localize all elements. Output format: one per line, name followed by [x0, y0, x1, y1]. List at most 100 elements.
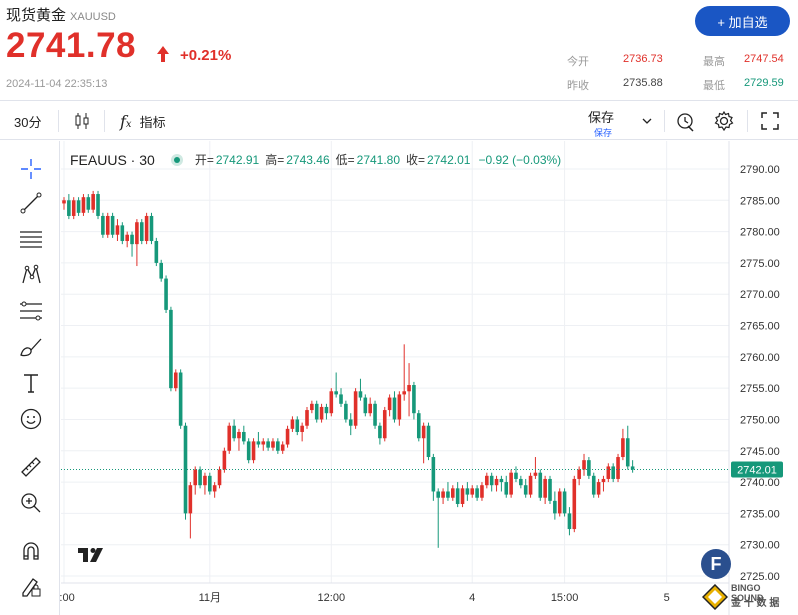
candle — [504, 475, 509, 498]
candle — [115, 219, 120, 242]
candle — [431, 453, 436, 501]
y-tick-label: 2760.00 — [740, 352, 780, 364]
candle — [198, 466, 202, 489]
alert-clock-icon[interactable] — [675, 110, 697, 132]
price-change-percent: +0.21% — [180, 47, 232, 64]
text-icon[interactable] — [17, 369, 45, 397]
ruler-icon[interactable] — [17, 453, 45, 481]
stat-open: 今开 2736.73 — [567, 53, 663, 68]
candle — [81, 194, 86, 216]
y-tick-label: 2750.00 — [740, 414, 780, 426]
candle — [368, 397, 372, 417]
candle — [426, 422, 431, 461]
candle — [387, 394, 392, 417]
candle — [548, 475, 552, 504]
candle — [451, 485, 455, 501]
up-arrow-icon — [157, 46, 169, 62]
candle — [557, 488, 562, 517]
crosshair-icon[interactable] — [17, 155, 45, 183]
candle — [203, 472, 207, 495]
candle — [382, 406, 387, 442]
candle — [246, 438, 251, 464]
fullscreen-icon[interactable] — [760, 111, 780, 131]
candle — [587, 457, 591, 479]
candle — [208, 472, 212, 495]
x-tick-label: 15:00 — [551, 592, 579, 604]
brush-icon[interactable] — [17, 333, 45, 361]
last-price-label: 2742.01 — [737, 464, 777, 476]
candle — [183, 422, 188, 520]
candle — [232, 419, 236, 442]
indicators-button[interactable]: fx 指标 — [120, 101, 166, 141]
horizontal-lines-icon[interactable] — [17, 225, 45, 253]
chevron-down-icon[interactable] — [641, 115, 653, 127]
candle — [582, 453, 586, 476]
candle — [509, 469, 513, 498]
candle — [135, 219, 139, 267]
fib-icon[interactable] — [17, 297, 45, 325]
y-tick-label: 2740.00 — [740, 477, 780, 489]
y-tick-label: 2765.00 — [740, 321, 780, 333]
candle — [276, 438, 280, 454]
candle — [261, 438, 266, 451]
candle — [528, 472, 533, 498]
candle — [402, 344, 406, 401]
candle — [514, 466, 518, 483]
candle — [397, 391, 402, 426]
save-button[interactable]: 保存 保存 — [588, 107, 614, 139]
f-badge-icon[interactable]: F — [701, 549, 731, 579]
legend-close: 2742.01 — [427, 152, 471, 167]
stat-high: 最高 2747.54 — [703, 53, 784, 68]
zoom-in-icon[interactable] — [17, 489, 45, 517]
candle — [217, 466, 222, 489]
y-tick-label: 2755.00 — [740, 383, 780, 395]
candle — [606, 463, 611, 483]
stat-low: 最低 2729.59 — [703, 77, 784, 92]
legend-symbol: FEAUUS · 30 — [70, 151, 155, 168]
lock-draw-icon[interactable] — [17, 573, 45, 601]
candle — [334, 372, 338, 398]
candle — [358, 378, 363, 401]
last-price-tag — [731, 461, 783, 478]
candle — [271, 438, 275, 451]
add-watchlist-button[interactable]: + 加自选 — [695, 6, 790, 36]
tradingview-logo-icon — [78, 548, 103, 562]
candlestick-chart[interactable]: 2790.00 2785.00 2780.00 2775.00 2770.00 2765.… — [60, 141, 798, 615]
watermark-logo: BINGO SOUND 金 十 数 据 — [700, 582, 795, 612]
candle — [373, 400, 377, 429]
pattern-icon[interactable] — [17, 261, 45, 289]
candle — [625, 425, 630, 470]
drawing-toolbar — [0, 141, 60, 615]
emoji-icon[interactable] — [17, 405, 45, 433]
watermark-diamond-icon — [702, 584, 728, 610]
candle — [460, 485, 465, 508]
candle — [543, 475, 547, 504]
candle — [120, 222, 125, 245]
candle — [344, 400, 348, 423]
candle — [378, 422, 382, 445]
x-tick-label: 2:00 — [60, 592, 75, 604]
candles-icon — [75, 113, 89, 129]
candle — [256, 431, 261, 448]
magnet-icon[interactable] — [17, 537, 45, 565]
candle — [465, 482, 470, 501]
candle — [188, 482, 193, 539]
settings-gear-icon[interactable] — [713, 110, 735, 132]
current-price: 2741.78 — [6, 26, 137, 65]
y-tick-label: 2735.00 — [740, 508, 780, 520]
candle — [300, 422, 304, 442]
candle — [67, 194, 71, 220]
trend-line-icon[interactable] — [17, 189, 45, 217]
candle — [407, 363, 411, 417]
candle — [499, 475, 504, 492]
indicators-label: 指标 — [139, 114, 166, 130]
candle — [290, 416, 295, 432]
candle — [416, 410, 421, 442]
x-tick-label: 4 — [469, 592, 475, 604]
stat-prev-close: 昨收 2735.88 — [567, 77, 663, 92]
instrument-symbol: XAUUSD — [70, 11, 116, 23]
candle — [76, 197, 81, 216]
interval-selector[interactable]: 30分 — [14, 114, 42, 130]
candle — [596, 478, 601, 498]
candle-type-button[interactable] — [74, 101, 90, 141]
